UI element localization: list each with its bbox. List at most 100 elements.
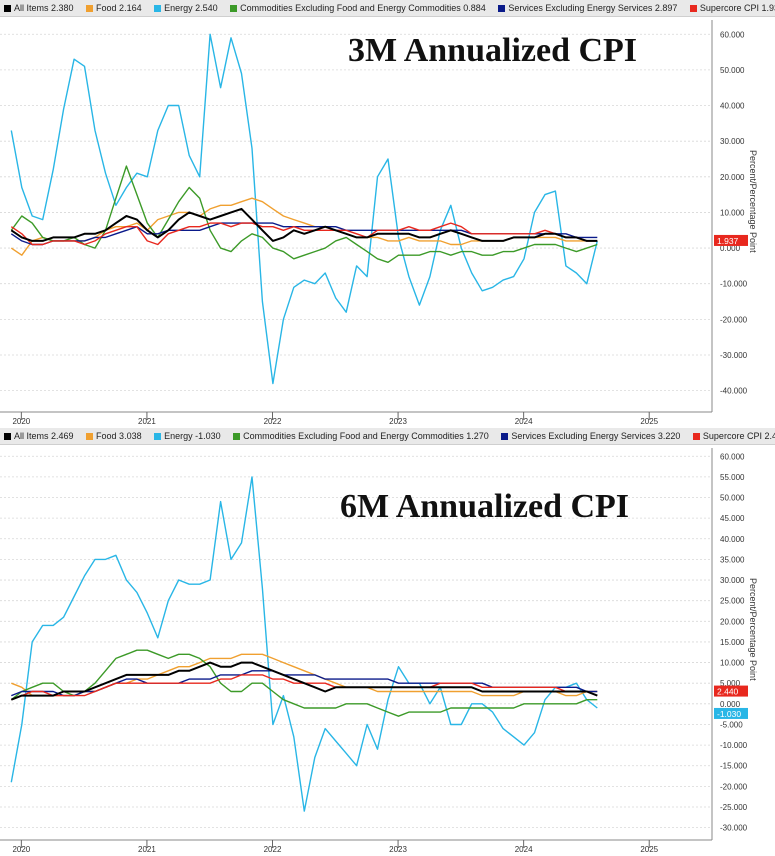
- x-tick-label: 2022: [264, 845, 282, 854]
- x-tick-label: 2025: [640, 845, 658, 854]
- y-tick-label: -25.000: [720, 803, 748, 812]
- legend-item-supercore[interactable]: Supercore CPI 1.937: [689, 0, 775, 16]
- legend-bar: All Items 2.469 Food 3.038 Energy -1.030…: [0, 428, 775, 445]
- x-tick-label: 2024: [515, 845, 533, 854]
- legend-item-supercore[interactable]: Supercore CPI 2.440: [692, 428, 775, 444]
- legend-bar: All Items 2.380 Food 2.164 Energy 2.540 …: [0, 0, 775, 17]
- legend-label: Supercore CPI 1.937: [699, 3, 775, 13]
- y-tick-label: 25.000: [720, 597, 745, 606]
- value-badge-label: 2.440: [717, 687, 739, 697]
- legend-item-core-services[interactable]: Services Excluding Energy Services 2.897: [498, 0, 677, 16]
- y-tick-label: 50.000: [720, 494, 745, 503]
- y-tick-label: 0.000: [720, 700, 741, 709]
- value-badge-label: 1.937: [717, 236, 739, 246]
- legend-item-food[interactable]: Food 2.164: [86, 0, 142, 16]
- legend-label: All Items 2.380: [14, 3, 74, 13]
- x-tick-label: 2021: [138, 845, 156, 854]
- legend-label: Food 3.038: [96, 431, 142, 441]
- series-line-supercore-cpi: [10, 222, 598, 246]
- legend-label: Commodities Excluding Food and Energy Co…: [243, 431, 489, 441]
- legend-swatch: [233, 433, 241, 440]
- y-tick-label: 10.000: [720, 659, 745, 668]
- y-tick-label: -30.000: [720, 351, 748, 360]
- x-tick-label: 2021: [138, 417, 156, 426]
- y-tick-label: 35.000: [720, 555, 745, 564]
- series-line-commodities-excluding-food-and-energy-commodities: [10, 649, 598, 717]
- y-tick-label: 30.000: [720, 137, 745, 146]
- legend-label: Energy 2.540: [164, 3, 218, 13]
- y-axis-label: Percent/Percentage Point: [748, 150, 758, 253]
- legend-swatch: [689, 5, 697, 12]
- legend-item-energy[interactable]: Energy -1.030: [154, 428, 221, 444]
- line-chart: 60.000 55.000 50.000 45.000 40.000 35.000 30.0…: [0, 448, 748, 854]
- chart-title: 3M Annualized CPI: [348, 32, 638, 69]
- legend-label: All Items 2.469: [14, 431, 74, 441]
- y-axis-label: Percent/Percentage Point: [748, 578, 758, 681]
- legend-swatch: [692, 433, 700, 440]
- y-tick-label: 40.000: [720, 535, 745, 544]
- value-badge: [714, 707, 748, 719]
- legend-swatch: [154, 433, 162, 440]
- legend-swatch: [498, 5, 506, 12]
- x-tick-label: 2020: [12, 845, 30, 854]
- y-tick-label: 60.000: [720, 30, 745, 39]
- line-chart: 60.000 50.000 40.000 30.000 20.000 10.000 0.00…: [0, 20, 748, 426]
- y-tick-label: 50.000: [720, 66, 745, 75]
- y-tick-label: 5.000: [720, 679, 741, 688]
- legend-label: Supercore CPI 2.440: [702, 431, 775, 441]
- y-tick-label: -15.000: [720, 762, 748, 771]
- legend-label: Services Excluding Energy Services 2.897: [508, 3, 678, 13]
- y-tick-label: 20.000: [720, 173, 745, 182]
- series-line-all-items: [10, 207, 598, 242]
- legend-item-all-items[interactable]: All Items 2.380: [4, 0, 74, 16]
- y-tick-label: 20.000: [720, 617, 745, 626]
- value-badge: [714, 685, 748, 697]
- y-tick-label: 30.000: [720, 576, 745, 585]
- y-tick-label: 60.000: [720, 452, 745, 461]
- y-tick-label: -20.000: [720, 315, 748, 324]
- y-tick-label: -10.000: [720, 741, 748, 750]
- legend-swatch: [154, 5, 162, 12]
- legend-swatch: [230, 5, 238, 12]
- legend-item-core-goods[interactable]: Commodities Excluding Food and Energy Co…: [230, 0, 486, 16]
- legend-item-core-goods[interactable]: Commodities Excluding Food and Energy Co…: [233, 428, 489, 444]
- y-tick-label: -10.000: [720, 280, 748, 289]
- legend-swatch: [86, 5, 94, 12]
- value-badge-label: -1.030: [717, 709, 741, 719]
- legend-swatch: [4, 5, 11, 12]
- legend-label: Services Excluding Energy Services 3.220: [511, 431, 681, 441]
- x-tick-label: 2022: [264, 417, 282, 426]
- x-tick-label: 2024: [515, 417, 533, 426]
- y-tick-label: 55.000: [720, 473, 745, 482]
- chart-title: 6M Annualized CPI: [340, 488, 630, 525]
- x-tick-label: 2023: [389, 417, 407, 426]
- legend-label: Energy -1.030: [164, 431, 221, 441]
- y-tick-label: 40.000: [720, 102, 745, 111]
- series-line-energy: [10, 33, 598, 385]
- series-line-energy: [10, 476, 598, 812]
- series-line-all-items: [10, 661, 598, 701]
- legend-swatch: [501, 433, 509, 440]
- y-tick-label: 15.000: [720, 638, 745, 647]
- y-tick-label: -40.000: [720, 387, 748, 396]
- chart-panel-3m: All Items 2.380 Food 2.164 Energy 2.540 …: [0, 0, 775, 428]
- legend-item-energy[interactable]: Energy 2.540: [154, 0, 218, 16]
- legend-item-all-items[interactable]: All Items 2.469: [4, 428, 74, 444]
- y-tick-label: -5.000: [720, 720, 743, 729]
- legend-swatch: [86, 433, 94, 440]
- series-line-commodities-excluding-food-and-energy-commodities: [10, 165, 598, 264]
- legend-swatch: [4, 433, 11, 440]
- x-tick-label: 2020: [12, 417, 30, 426]
- value-badge: [714, 234, 748, 246]
- legend-item-food[interactable]: Food 3.038: [86, 428, 142, 444]
- y-tick-label: 0.000: [720, 244, 741, 253]
- y-tick-label: -20.000: [720, 782, 748, 791]
- y-tick-label: 10.000: [720, 208, 745, 217]
- x-tick-label: 2025: [640, 417, 658, 426]
- chart-panel-6m: All Items 2.469 Food 3.038 Energy -1.030…: [0, 428, 775, 856]
- legend-label: Commodities Excluding Food and Energy Co…: [240, 3, 486, 13]
- x-tick-label: 2023: [389, 845, 407, 854]
- legend-label: Food 2.164: [96, 3, 142, 13]
- legend-item-core-services[interactable]: Services Excluding Energy Services 3.220: [501, 428, 680, 444]
- y-tick-label: -30.000: [720, 824, 748, 833]
